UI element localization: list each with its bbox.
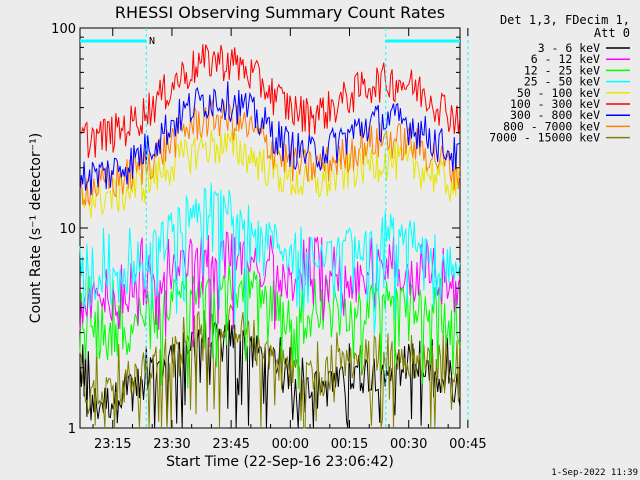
series-line (79, 81, 460, 195)
legend-header-2: Att 0 (594, 26, 630, 40)
legend-header-1: Det 1,3, FDecim 1, (500, 13, 630, 27)
axis-layer: 23:15 23:30 23:45 00:00 00:15 00:30 00:45 1 10 10… (51, 22, 486, 452)
x-tick-label: 00:30 (390, 437, 427, 452)
y-axis-label: Count Rate (s⁻¹ detector⁻¹) (28, 133, 44, 323)
series-line (79, 264, 461, 390)
legend-entry-label: 50 - 100 keV (517, 86, 600, 100)
x-axis-label: Start Time (22-Sep-16 23:06:42) (166, 454, 394, 470)
series-line (79, 319, 461, 429)
annotation-layer: N (80, 28, 469, 428)
legend-entry-label: 800 - 7000 keV (503, 119, 600, 133)
series-line (79, 182, 461, 335)
footer-timestamp: 1-Sep-2022 11:39 (551, 468, 638, 478)
legend-entry-label: 12 - 25 keV (524, 63, 600, 77)
legend-entry-label: 100 - 300 keV (510, 97, 600, 111)
y-tick-label: 100 (51, 22, 76, 37)
series-line (79, 130, 461, 219)
y-tick-label: 10 (59, 222, 76, 237)
x-tick-label: 23:45 (212, 437, 249, 452)
x-tick-label: 23:15 (94, 437, 131, 452)
series-line (79, 44, 461, 159)
x-tick-label: 00:15 (331, 437, 368, 452)
x-tick-label: 00:45 (449, 437, 486, 452)
series-layer (79, 44, 461, 429)
legend-entry-label: 300 - 800 keV (510, 108, 600, 122)
x-tick-label: 00:00 (272, 437, 309, 452)
night-annotation: N (149, 36, 155, 47)
legend-entry-label: 7000 - 15000 keV (489, 131, 600, 145)
series-line (79, 303, 461, 429)
legend-entry-label: 3 - 6 keV (538, 41, 600, 55)
legend-entry-label: 6 - 12 keV (531, 52, 600, 66)
chart-title: RHESSI Observing Summary Count Rates (115, 3, 445, 22)
y-tick-label: 1 (68, 422, 76, 437)
legend-entry-label: 25 - 50 keV (524, 75, 600, 89)
series-line (79, 99, 461, 206)
x-tick-label: 23:30 (153, 437, 190, 452)
